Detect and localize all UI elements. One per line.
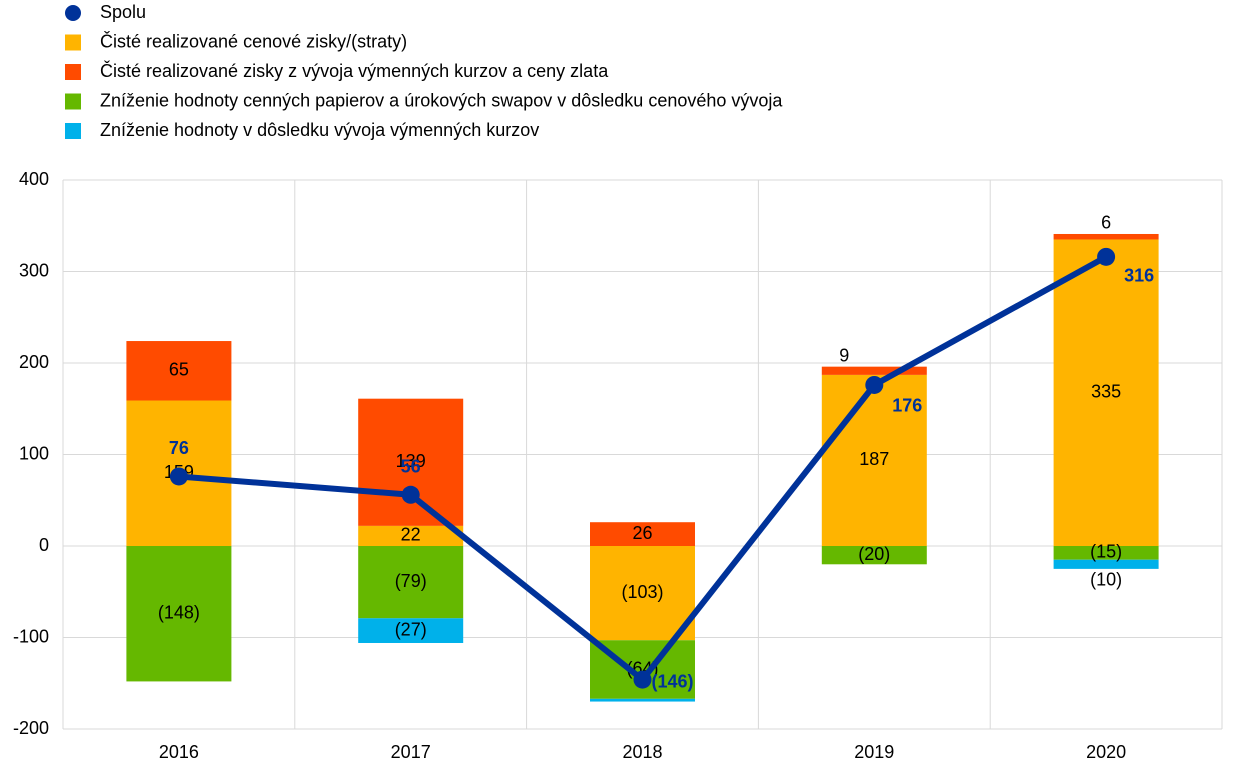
legend-label: Čisté realizované zisky z vývoja výmenný… — [100, 60, 609, 81]
bar-segment — [358, 546, 464, 619]
y-tick-label: 400 — [19, 169, 49, 189]
value-label: (148) — [158, 602, 200, 622]
line-value-label: 176 — [892, 396, 922, 416]
bar-segment — [590, 698, 695, 702]
legend-marker — [65, 34, 81, 51]
bar-segment — [1053, 233, 1159, 240]
y-tick-label: 200 — [19, 352, 49, 372]
x-tick-label: 2018 — [622, 742, 662, 762]
value-label: 65 — [169, 360, 189, 380]
y-tick-label: 300 — [19, 260, 49, 280]
line-point — [169, 467, 188, 486]
bar-segment — [821, 374, 927, 546]
legend-label: Čisté realizované cenové zisky/(straty) — [100, 30, 407, 51]
value-label: 26 — [632, 523, 652, 543]
bar-segment — [590, 522, 695, 546]
legend-marker — [65, 5, 81, 21]
line-value-label: 56 — [401, 457, 421, 477]
y-tick-label: -200 — [13, 718, 49, 738]
value-label: (79) — [395, 571, 427, 591]
bar-segment — [821, 546, 927, 565]
legend-label: Zníženie hodnoty v dôsledku vývoja výmen… — [100, 120, 539, 140]
bar-segment — [590, 546, 695, 641]
line-point — [1097, 247, 1116, 266]
value-label: 9 — [839, 345, 849, 365]
line-value-label: 76 — [169, 438, 189, 458]
line-point — [401, 485, 420, 504]
bar-segment — [1053, 559, 1159, 569]
line-value-label: 316 — [1124, 266, 1154, 286]
x-tick-label: 2017 — [391, 742, 431, 762]
legend-label: Zníženie hodnoty cenných papierov a úrok… — [100, 90, 783, 110]
legend-label: Spolu — [100, 2, 146, 22]
y-tick-label: 100 — [19, 443, 49, 463]
bar-segment — [126, 341, 232, 401]
legend-marker — [65, 64, 81, 80]
value-label: 335 — [1091, 381, 1121, 401]
bar-segment — [1053, 239, 1159, 546]
legend-marker — [65, 123, 81, 139]
x-tick-label: 2020 — [1086, 742, 1126, 762]
line-point — [865, 375, 884, 394]
x-tick-label: 2019 — [854, 742, 894, 762]
value-label: 22 — [401, 525, 421, 545]
bar-segment — [358, 525, 464, 546]
value-label: 187 — [859, 449, 889, 469]
value-label: (27) — [395, 619, 427, 639]
bar-segment — [358, 618, 464, 643]
line-value-label: (146) — [651, 671, 693, 691]
value-label: (10) — [1090, 570, 1122, 590]
bar-segment — [358, 398, 464, 526]
value-label: (103) — [621, 582, 663, 602]
bar-segment — [126, 546, 232, 682]
y-tick-label: -100 — [13, 626, 49, 646]
y-tick-label: 0 — [39, 535, 49, 555]
value-label: (15) — [1090, 542, 1122, 562]
bar-segment — [821, 366, 927, 375]
x-tick-label: 2016 — [159, 742, 199, 762]
bar-segment — [1053, 546, 1159, 560]
value-label: (20) — [858, 544, 890, 564]
value-label: 6 — [1101, 213, 1111, 233]
line-point — [633, 670, 652, 689]
legend-marker — [65, 93, 81, 110]
value-label: 139 — [396, 451, 426, 471]
